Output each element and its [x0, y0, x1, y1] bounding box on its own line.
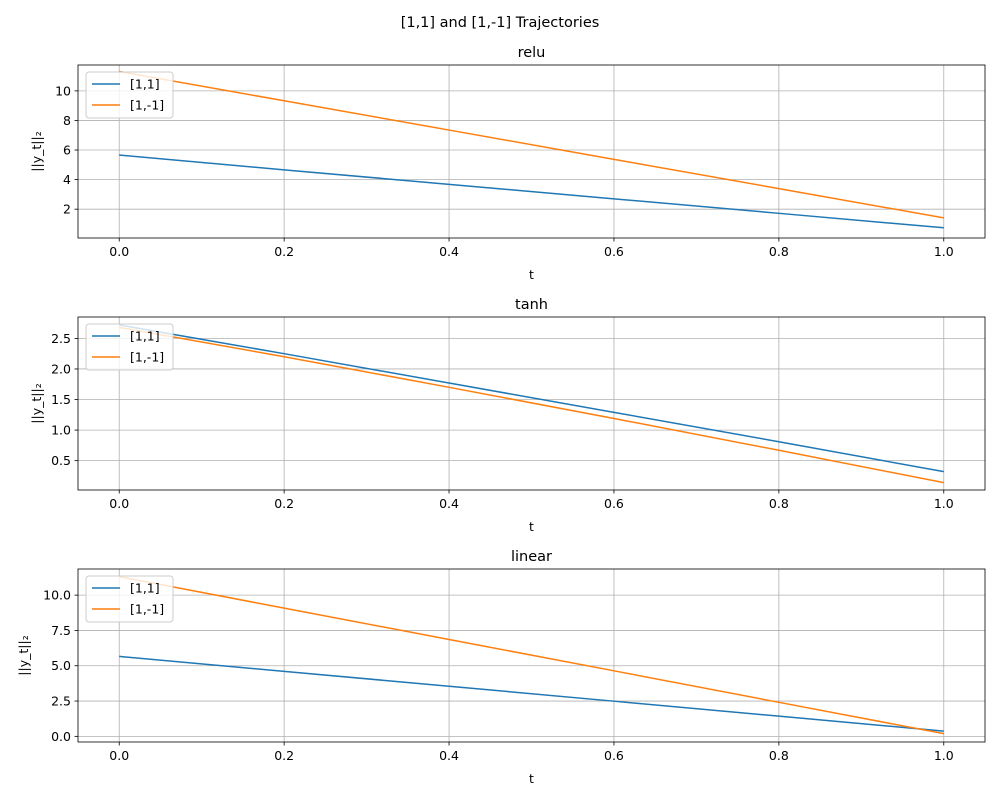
x-tick-label: 1.0 [934, 748, 954, 763]
x-tick-label: 0.0 [109, 748, 129, 763]
y-tick-label: 1.5 [51, 392, 71, 407]
x-tick-label: 0.4 [439, 748, 459, 763]
x-tick-label: 0.2 [274, 496, 294, 511]
x-axis-label: t [529, 519, 534, 534]
x-tick-label: 0.4 [439, 244, 459, 259]
x-tick-label: 0.2 [274, 244, 294, 259]
figure-suptitle: [1,1] and [1,-1] Trajectories [401, 15, 600, 31]
x-tick-label: 0.8 [769, 244, 789, 259]
subplot-linear: 0.0 0.2 0.4 0.6 0.8 1.0 0.0 2.5 5.0 7.5 10.0 linear… [16, 549, 986, 786]
y-tick-label: 4 [63, 172, 71, 187]
x-tick-label: 0.0 [109, 244, 129, 259]
y-tick-label: 2.5 [51, 331, 71, 346]
y-tick-label: 2.5 [51, 694, 71, 709]
series-line-0 [119, 154, 944, 229]
legend-label-0: [1,1] [130, 77, 160, 92]
plot-frame [77, 316, 986, 491]
y-tick-label: 6 [63, 143, 71, 158]
x-tick-label: 0.8 [769, 496, 789, 511]
legend-label-0: [1,1] [130, 329, 160, 344]
x-tick-label: 0.6 [604, 496, 624, 511]
subplot-title: linear [511, 549, 552, 565]
subplot-tanh: 0.0 0.2 0.4 0.6 0.8 1.0 0.5 1.0 1.5 2.0 2.5 tanh t ||… [29, 297, 986, 534]
x-tick-label: 0.8 [769, 748, 789, 763]
y-axis-label: ||y_t||₂ [16, 635, 31, 675]
subplot-title: relu [518, 45, 546, 61]
x-axis-label: t [529, 771, 534, 786]
y-tick-label: 0.0 [51, 729, 71, 744]
x-tick-label: 0.2 [274, 748, 294, 763]
legend-label-1: [1,-1] [130, 98, 164, 113]
y-tick-label: 0.5 [51, 453, 71, 468]
y-tick-label: 10 [55, 83, 71, 98]
plot-frame [77, 64, 986, 239]
plot-frame [77, 568, 986, 743]
x-axis-label: t [529, 267, 534, 282]
x-tick-label: 0.0 [109, 496, 129, 511]
x-tick-label: 0.4 [439, 496, 459, 511]
x-tick-label: 1.0 [934, 496, 954, 511]
y-tick-label: 10.0 [43, 588, 71, 603]
legend-label-0: [1,1] [130, 581, 160, 596]
series-line-1 [119, 70, 944, 219]
subplot-title: tanh [515, 297, 548, 313]
y-tick-label: 5.0 [51, 658, 71, 673]
subplot-relu: 0.0 0.2 0.4 0.6 0.8 1.0 2 4 6 8 10 relu t ||y_t||₂ [1,… [29, 45, 986, 282]
series-line-1 [119, 326, 944, 484]
y-tick-label: 7.5 [51, 623, 71, 638]
x-tick-label: 0.6 [604, 244, 624, 259]
y-tick-label: 2 [63, 202, 71, 217]
x-tick-label: 1.0 [934, 244, 954, 259]
series-line-1 [119, 575, 944, 735]
y-tick-label: 2.0 [51, 361, 71, 376]
y-tick-label: 1.0 [51, 423, 71, 438]
x-tick-label: 0.6 [604, 748, 624, 763]
legend-label-1: [1,-1] [130, 350, 164, 365]
series-line-0 [119, 324, 944, 473]
series-line-0 [119, 655, 944, 732]
y-axis-label: ||y_t||₂ [29, 131, 44, 171]
legend-label-1: [1,-1] [130, 602, 164, 617]
y-axis-label: ||y_t||₂ [29, 383, 44, 423]
y-tick-label: 8 [63, 113, 71, 128]
